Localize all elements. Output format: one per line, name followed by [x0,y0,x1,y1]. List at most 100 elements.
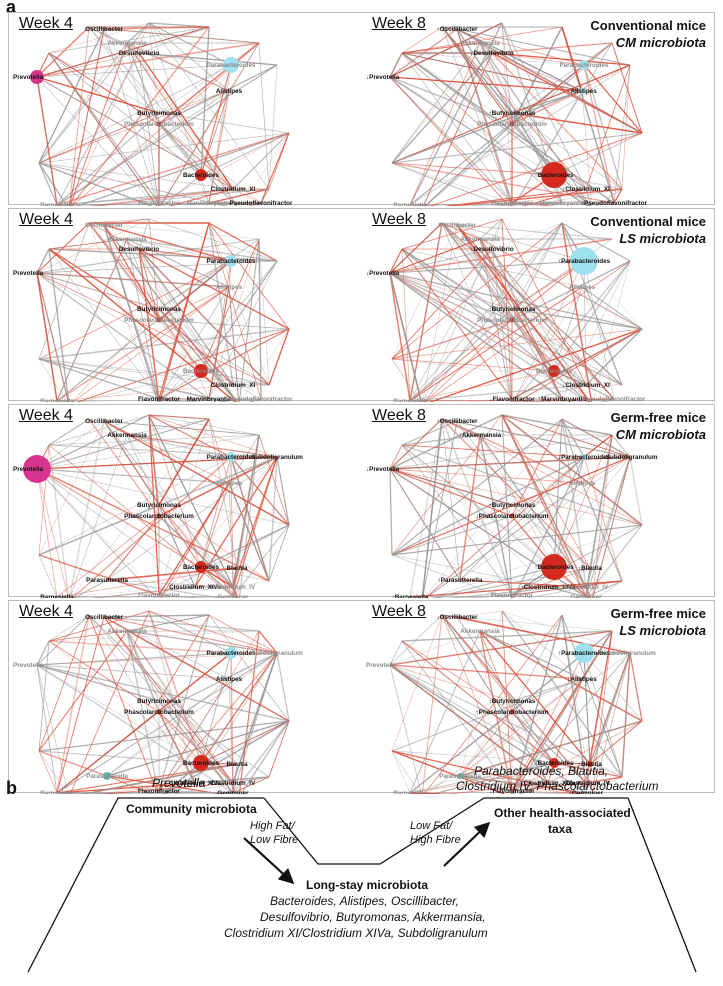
negative-edge [56,616,105,794]
positive-edge [230,456,270,582]
taxon-node [194,364,208,378]
negative-edge [441,418,643,526]
positive-edge [479,630,643,722]
positive-edge [48,52,160,114]
positive-edge [456,224,643,330]
taxon-node [226,452,236,462]
positive-edge [389,614,443,666]
taxon-node [541,554,567,580]
network-graph: ↑Oscillibacter ↑Akkermansia ↓Parabacteroid… [366,414,658,598]
positive-edge [36,238,260,274]
negative-edge [511,328,643,400]
positive-edge [158,700,270,778]
taxon-label: ↓Blautia [578,565,603,572]
taxon-label: Parabacteroides [206,258,255,265]
positive-edge [389,76,555,176]
positive-edge [459,720,643,777]
positive-edge [103,614,210,618]
positive-edge [511,238,613,310]
week-label: Week 8 [372,407,426,424]
negative-edge [401,26,563,54]
positive-edge [401,248,590,402]
taxon-label: Parabacteroides [206,62,255,69]
taxon-label: Parasutterella [439,773,481,780]
positive-edge [561,418,583,484]
positive-edge [36,664,202,764]
negative-edge [629,652,643,722]
positive-edge [581,286,643,330]
positive-edge [389,468,393,556]
positive-edge [138,248,238,402]
network-graph: ↓Oscillibacter Akkermansia ↑Parabacteroide… [366,610,656,794]
positive-edge [268,456,278,582]
negative-edge [138,52,234,190]
positive-edge [106,579,225,598]
taxon-label: Clostridium_XIVa [169,780,221,787]
network-graph: ↑Oscillibacter Akkermansia ↓Desulfovibrio P… [366,22,648,206]
negative-edge [56,132,290,206]
positive-edge [160,64,232,206]
positive-edge [513,630,613,794]
positive-edge [200,566,270,582]
positive-edge [561,418,631,458]
positive-edge [409,64,631,206]
positive-edge [162,720,290,794]
negative-edge [48,630,128,642]
negative-edge [501,414,591,569]
positive-edge [401,444,513,596]
taxon-label: Clostridium_IV [564,584,609,591]
positive-edge [148,22,232,66]
network-row: Conventional mice LS microbiota Week 4 Osci… [8,208,715,402]
network-graph: Oscillibacter Akkermansia ParabacteroidesS… [13,414,303,598]
positive-edge [80,763,238,794]
positive-edge [511,711,555,764]
positive-edge [208,26,239,206]
positive-edge [36,652,232,666]
taxon-label: Alistipes [216,88,243,95]
negative-edge [208,614,278,654]
positive-edge [228,678,234,784]
positive-edge [36,468,158,598]
positive-edge [232,720,290,794]
positive-edge [148,218,278,262]
positive-edge [391,750,411,794]
positive-edge [389,664,587,794]
negative-edge [389,468,513,517]
negative-edge [441,418,583,484]
negative-edge [69,610,150,794]
positive-edge [126,238,278,262]
positive-edge [491,248,591,402]
taxon-label: ↑Parabacteroides [558,258,611,265]
positive-edge [511,308,643,330]
positive-edge [511,614,563,713]
panel-a-label: a [6,0,17,17]
positive-edge [48,434,260,446]
positive-edge [456,224,585,262]
positive-edge [228,286,240,402]
positive-edge [389,640,403,666]
positive-edge [56,238,128,402]
negative-edge [583,434,613,458]
positive-edge [126,42,159,206]
taxon-label: Butyricimonas [137,698,181,705]
negative-edge [158,222,210,400]
positive-edge [457,202,513,206]
taxon-label: Akkermansia [107,236,147,243]
positive-edge [38,358,270,386]
positive-edge [501,610,623,778]
negative-edge [389,272,513,310]
positive-edge [621,652,631,778]
taxon-label: ↓Desulfovibrio [470,246,514,253]
positive-edge [106,418,210,581]
positive-edge [511,456,585,517]
negative-edge [391,358,555,372]
taxon-label: Alistipes [216,284,243,291]
positive-edge [200,90,230,176]
positive-edge [441,418,461,581]
positive-edge [401,630,613,642]
negative-edge [158,711,202,764]
positive-edge [194,776,270,784]
taxon-label: ↓Parabacteroides [558,454,611,461]
negative-edge [38,112,160,164]
negative-edge [583,456,623,582]
